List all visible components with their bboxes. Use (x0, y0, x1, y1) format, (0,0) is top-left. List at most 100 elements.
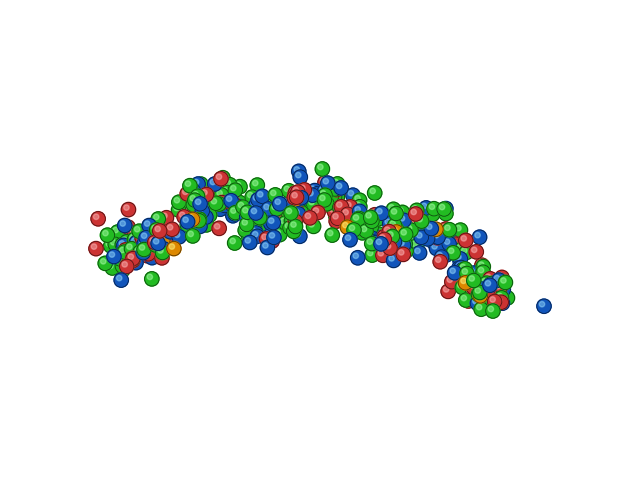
Circle shape (429, 238, 435, 243)
Circle shape (251, 228, 257, 234)
Circle shape (127, 232, 141, 247)
Circle shape (284, 206, 298, 220)
Circle shape (151, 212, 166, 226)
Circle shape (347, 211, 353, 216)
Circle shape (339, 201, 353, 216)
Circle shape (257, 192, 263, 197)
Circle shape (209, 194, 215, 200)
Circle shape (445, 275, 459, 289)
Circle shape (291, 193, 306, 207)
Circle shape (479, 281, 484, 287)
Circle shape (172, 229, 186, 244)
Circle shape (275, 230, 280, 235)
Circle shape (497, 298, 502, 303)
Circle shape (370, 188, 376, 194)
Circle shape (252, 201, 257, 206)
Circle shape (191, 177, 205, 191)
Circle shape (180, 215, 195, 229)
Circle shape (194, 177, 208, 192)
Circle shape (280, 218, 286, 224)
Circle shape (415, 214, 429, 228)
Circle shape (475, 232, 480, 238)
Circle shape (431, 230, 445, 244)
Circle shape (419, 204, 433, 218)
Circle shape (399, 250, 404, 255)
Circle shape (232, 195, 247, 210)
Circle shape (135, 231, 150, 246)
Circle shape (125, 253, 140, 268)
Circle shape (268, 188, 282, 202)
Circle shape (308, 191, 313, 196)
Circle shape (343, 209, 348, 215)
Circle shape (125, 252, 140, 266)
Circle shape (494, 276, 500, 281)
Circle shape (163, 239, 177, 253)
Circle shape (344, 200, 359, 215)
Circle shape (444, 227, 449, 232)
Circle shape (367, 216, 372, 222)
Circle shape (433, 233, 438, 239)
Circle shape (441, 224, 447, 230)
Circle shape (410, 225, 424, 239)
Circle shape (388, 223, 394, 228)
Circle shape (355, 202, 360, 207)
Circle shape (228, 200, 233, 206)
Circle shape (476, 304, 482, 310)
Circle shape (260, 240, 275, 255)
Circle shape (264, 222, 269, 227)
Circle shape (317, 164, 323, 170)
Circle shape (476, 291, 481, 296)
Circle shape (486, 279, 492, 284)
Circle shape (151, 236, 165, 251)
Circle shape (199, 204, 205, 210)
Circle shape (259, 232, 274, 246)
Circle shape (136, 245, 150, 260)
Circle shape (250, 178, 264, 192)
Circle shape (313, 208, 319, 213)
Circle shape (347, 203, 352, 208)
Circle shape (289, 207, 294, 213)
Circle shape (163, 227, 168, 232)
Circle shape (216, 174, 221, 180)
Circle shape (162, 213, 167, 218)
Circle shape (343, 200, 358, 214)
Circle shape (235, 198, 240, 203)
Circle shape (151, 240, 156, 246)
Circle shape (456, 263, 470, 277)
Circle shape (250, 197, 255, 203)
Circle shape (253, 202, 259, 207)
Circle shape (330, 192, 335, 197)
Circle shape (122, 237, 127, 242)
Circle shape (152, 224, 157, 229)
Circle shape (226, 196, 240, 210)
Circle shape (439, 228, 454, 243)
Circle shape (369, 230, 374, 236)
Circle shape (283, 221, 297, 235)
Circle shape (215, 195, 229, 210)
Circle shape (500, 278, 506, 283)
Circle shape (438, 206, 453, 221)
Circle shape (469, 268, 474, 274)
Circle shape (355, 226, 369, 240)
Circle shape (392, 217, 407, 232)
Circle shape (490, 297, 495, 302)
Circle shape (250, 199, 265, 213)
Circle shape (320, 178, 326, 183)
Circle shape (446, 246, 460, 260)
Circle shape (467, 279, 481, 294)
Circle shape (262, 234, 268, 240)
Circle shape (121, 242, 136, 257)
Circle shape (92, 244, 97, 249)
Circle shape (287, 224, 301, 239)
Circle shape (300, 185, 305, 191)
Circle shape (432, 244, 437, 249)
Circle shape (321, 176, 335, 191)
Circle shape (388, 232, 393, 237)
Circle shape (195, 199, 201, 204)
Circle shape (374, 237, 388, 251)
Circle shape (265, 234, 280, 248)
Circle shape (461, 248, 467, 253)
Circle shape (217, 198, 223, 203)
Circle shape (287, 216, 292, 221)
Circle shape (145, 244, 159, 259)
